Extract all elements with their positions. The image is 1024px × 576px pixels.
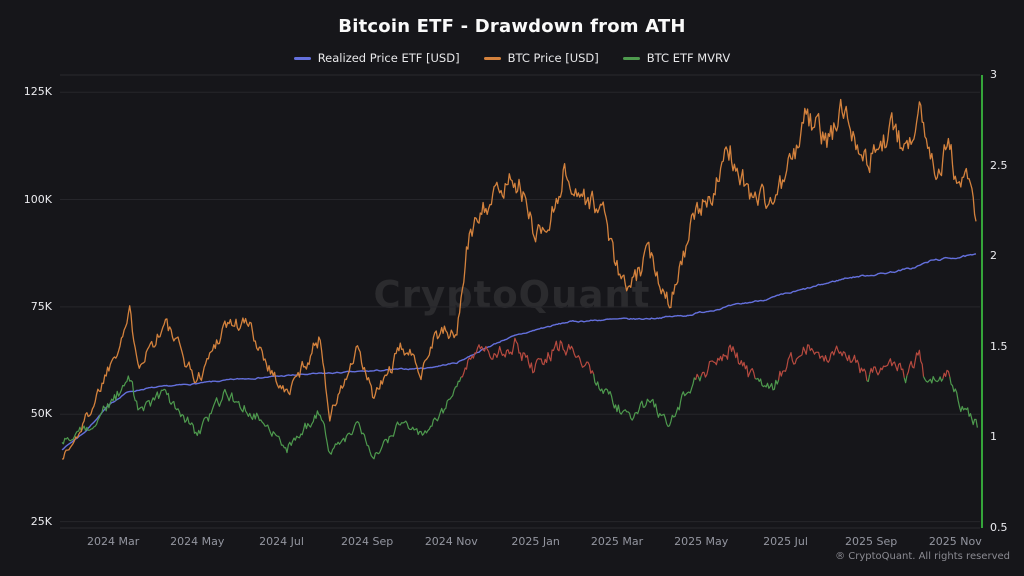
y-axis-left-label: 125K	[23, 85, 52, 99]
chart-legend: Realized Price ETF [USD] BTC Price [USD]…	[0, 51, 1024, 65]
x-axis-label: 2025 Sep	[844, 535, 898, 548]
y-axis-right-label: 2.5	[990, 158, 1008, 172]
series-line-btc-etf-mvrv	[61, 373, 978, 460]
legend-label-btc-price: BTC Price [USD]	[507, 51, 599, 65]
chart-title: Bitcoin ETF - Drawdown from ATH	[338, 16, 686, 37]
y-axis-right-label: 0.5	[990, 521, 1008, 534]
legend-swatch-btc-price-icon	[483, 56, 501, 60]
legend-item-realized-price-etf[interactable]: Realized Price ETF [USD]	[293, 51, 460, 65]
y-axis-left-label: 75K	[30, 299, 52, 313]
x-axis-label: 2024 Sep	[340, 535, 394, 548]
x-axis-label: 2024 Jul	[259, 535, 304, 548]
legend-item-btc-etf-mvrv[interactable]: BTC ETF MVRV	[622, 51, 731, 65]
y-axis-right-label: 2	[990, 249, 997, 263]
copyright-note: ® CryptoQuant. All rights reserved	[835, 551, 1010, 562]
y-axis-left-label: 25K	[30, 514, 52, 528]
x-axis-label: 2025 Jan	[511, 535, 560, 548]
legend-swatch-realized-price-icon	[293, 56, 311, 60]
x-axis-label: 2025 Jul	[763, 535, 808, 548]
series-line-realized-price-etf	[61, 253, 977, 451]
x-axis-label: 2025 Nov	[928, 535, 982, 548]
x-axis-label: 2024 Mar	[86, 535, 140, 548]
x-axis-label: 2024 May	[170, 535, 225, 548]
y-axis-right-label: 1.5	[990, 339, 1008, 353]
legend-item-btc-price[interactable]: BTC Price [USD]	[483, 51, 599, 65]
y-axis-right-label: 3	[990, 68, 997, 81]
x-axis-label: 2025 Mar	[590, 535, 644, 548]
legend-swatch-btc-etf-mvrv-icon	[622, 56, 640, 60]
series-line-btc-price	[61, 98, 977, 460]
x-axis-label: 2024 Nov	[424, 535, 478, 548]
y-axis-left-label: 50K	[30, 407, 52, 421]
x-axis-label: 2025 May	[674, 535, 729, 548]
y-axis-right-label: 1	[990, 430, 997, 444]
legend-label-realized-price: Realized Price ETF [USD]	[317, 51, 460, 65]
legend-label-btc-etf-mvrv: BTC ETF MVRV	[646, 51, 731, 65]
y-axis-left-label: 100K	[23, 192, 52, 206]
series-line-btc-etf-mvrv-high	[461, 337, 951, 381]
watermark: CryptoQuant	[373, 273, 651, 317]
